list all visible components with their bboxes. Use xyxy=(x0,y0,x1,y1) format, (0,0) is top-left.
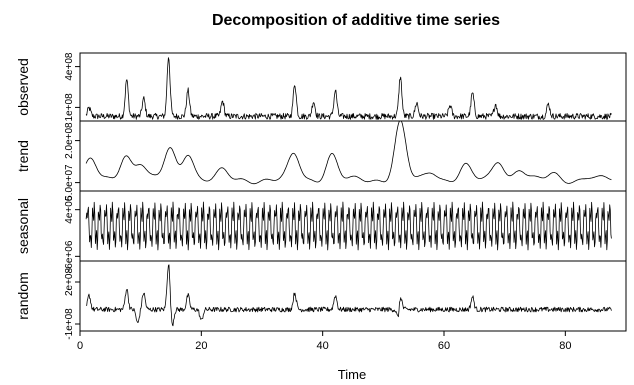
panel-frame-trend xyxy=(79,120,627,192)
ytick-label-random-0: -1e+08 xyxy=(64,308,75,340)
panel-seasonal: -6e+06 4e+06 seasonal xyxy=(15,190,627,272)
panel-label-random: random xyxy=(15,272,31,319)
ytick-label-seasonal-1: 4e+06 xyxy=(64,195,75,224)
ytick-label-trend-0: 5.0e+07 xyxy=(64,164,75,201)
panel-trend: 5.0e+07 2.0e+08 trend xyxy=(15,120,627,201)
x-axis: 0 20 40 60 80 xyxy=(77,331,571,352)
panel-observed: 1e+08 4e+08 observed xyxy=(15,52,627,122)
panel-random: -1e+08 2e+08 random xyxy=(15,260,627,340)
series-line-random xyxy=(86,264,612,327)
ytick-label-seasonal-0: -6e+06 xyxy=(64,240,75,272)
ytick-label-observed-1: 4e+08 xyxy=(64,52,75,81)
series-line-observed xyxy=(85,57,612,120)
series-line-seasonal xyxy=(85,201,612,251)
xtick-label-3: 60 xyxy=(438,340,450,352)
chart-title: Decomposition of additive time series xyxy=(212,12,500,29)
xtick-label-4: 80 xyxy=(559,340,571,352)
panels-group: 1e+08 4e+08 observed 5.0e+07 2.0e+08 trend -6e… xyxy=(15,52,627,340)
ytick-label-random-1: 2e+08 xyxy=(64,268,75,297)
x-axis-title: Time xyxy=(338,367,366,382)
panel-frame-random xyxy=(79,260,627,332)
series-line-trend xyxy=(85,120,612,185)
ytick-label-observed-0: 1e+08 xyxy=(64,93,75,122)
panel-label-observed: observed xyxy=(15,58,31,116)
xtick-label-0: 0 xyxy=(77,340,83,352)
xtick-label-1: 20 xyxy=(195,340,207,352)
xtick-label-2: 40 xyxy=(317,340,329,352)
ytick-label-trend-1: 2.0e+08 xyxy=(64,122,75,159)
panel-label-seasonal: seasonal xyxy=(15,198,31,254)
panel-frame-observed xyxy=(79,52,627,122)
panel-label-trend: trend xyxy=(15,140,31,172)
